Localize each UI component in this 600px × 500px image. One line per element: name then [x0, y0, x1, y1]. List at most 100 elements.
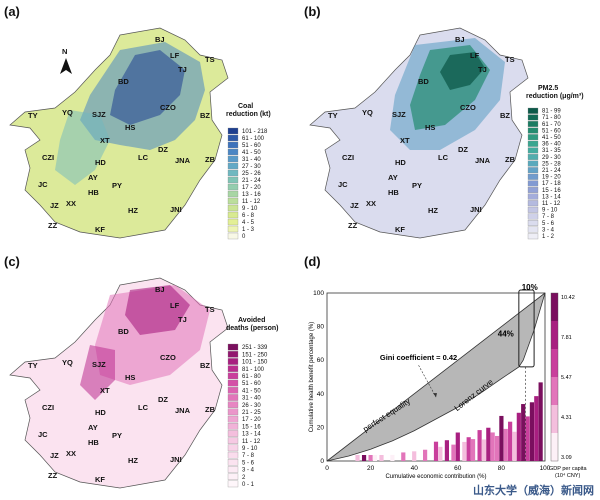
bar-mark — [372, 455, 378, 461]
legend-item-label: 1 - 3 — [242, 227, 255, 233]
top-10pct-box — [518, 289, 535, 368]
legend-swatch — [527, 127, 539, 134]
legend-item-label: 81 - 100 — [242, 367, 265, 373]
bar-mark — [361, 455, 367, 461]
bar-mark — [368, 455, 373, 461]
legend-swatch — [527, 226, 539, 233]
city-label-sjz: SJZ — [92, 360, 106, 369]
legend-swatch — [227, 232, 239, 240]
bar-mark — [466, 437, 471, 461]
legend-swatch — [227, 372, 239, 380]
colorbar-segment — [551, 405, 558, 434]
legend-item-label: 13 - 14 — [542, 194, 561, 200]
legend-item-label: 31 - 35 — [542, 148, 561, 154]
legend-swatch — [527, 206, 539, 213]
x-tick-label: 0 — [325, 465, 329, 472]
city-label-bz: BZ — [200, 111, 210, 120]
legend-swatch — [527, 107, 539, 114]
city-label-bj: BJ — [155, 35, 165, 44]
bar-mark — [490, 432, 495, 461]
colorbar-tick-label: 5.47 — [561, 375, 572, 381]
legend-item-label: 81 - 99 — [542, 109, 561, 115]
city-label-zz: ZZ — [48, 221, 58, 230]
city-label-jz: JZ — [50, 201, 59, 210]
city-label-bz: BZ — [200, 361, 210, 370]
legend-swatch — [227, 394, 239, 401]
bar-mark — [538, 382, 543, 461]
city-label-czi: CZI — [42, 153, 54, 162]
legend-swatch — [527, 220, 539, 226]
legend-item-label: 36 - 40 — [542, 142, 561, 148]
colorbar-unit: (10⁴ CNY) — [555, 472, 580, 479]
bar-mark — [444, 440, 449, 461]
city-label-hd: HD — [395, 158, 406, 167]
city-label-hb: HB — [88, 188, 99, 197]
city-label-xt: XT — [100, 136, 110, 145]
city-label-jni: JNI — [470, 205, 482, 214]
panel-d-lorenz-chart: (d) 0 20 40 60 80 100 0 20 40 60 80 100 Cumulative e… — [300, 250, 600, 500]
legend-subtitle: deaths (person) — [226, 325, 279, 332]
x-tick-label: 20 — [367, 465, 375, 472]
legend-swatch — [227, 134, 239, 142]
legend-item-label: 13 - 14 — [242, 432, 261, 438]
city-label-bd: BD — [418, 77, 429, 86]
legend-item-label: 3 - 4 — [542, 227, 555, 233]
legend-swatch — [527, 147, 539, 154]
legend-swatch — [527, 180, 539, 187]
city-label-hd: HD — [95, 408, 106, 417]
map-b-city-labels: BJ LF TS TJ BD TY YQ SJZ CZO HS BZ XT DZ CZI HD LC JNA ZB… — [328, 35, 516, 234]
x-tick-label: 80 — [498, 465, 506, 472]
legend-item-label: 7 - 8 — [242, 453, 255, 459]
legend-item-label: 17 - 20 — [242, 185, 261, 191]
legend-swatch — [527, 200, 539, 207]
legend-item-label: 11 - 12 — [542, 201, 561, 207]
legend-swatch — [227, 183, 239, 191]
colorbar-segment — [551, 293, 558, 322]
legend-swatch — [227, 351, 239, 358]
legend-title: Avoided — [238, 317, 265, 324]
city-label-py: PY — [112, 181, 122, 190]
colorbar-segment — [551, 349, 558, 378]
legend-swatch — [527, 233, 539, 240]
city-label-yq: YQ — [62, 108, 73, 117]
bar-mark — [486, 427, 491, 461]
map-b-zone-peak — [440, 52, 485, 90]
city-label-zz: ZZ — [48, 471, 58, 480]
city-label-kf: KF — [95, 475, 105, 484]
city-label-czo: CZO — [460, 103, 476, 112]
legend-swatch — [227, 218, 239, 226]
legend-swatch — [227, 148, 239, 156]
city-label-sjz: SJZ — [92, 110, 106, 119]
city-label-bj: BJ — [455, 35, 465, 44]
legend-item-label: 11 - 12 — [242, 199, 261, 205]
legend-swatch — [527, 140, 539, 147]
legend-item-label: 0 — [242, 234, 246, 240]
map-a-city-labels: BJ LF TS TJ BD TY YQ SJZ CZO HS BZ XT DZ CZI HD LC JNA ZB… — [28, 35, 216, 234]
city-label-zb: ZB — [205, 155, 216, 164]
city-label-xx: XX — [366, 199, 376, 208]
map-a-hotspot-peak — [110, 50, 185, 125]
city-label-dz: DZ — [458, 145, 468, 154]
legend-title: PM2.5 — [538, 85, 558, 92]
legend-swatch — [227, 343, 239, 351]
north-label: N — [62, 47, 67, 56]
y-tick-label: 0 — [320, 458, 324, 465]
legend-swatch — [527, 134, 539, 141]
city-label-sjz: SJZ — [392, 110, 406, 119]
colorbar-frame — [550, 292, 559, 462]
legend-item-label: 15 - 16 — [542, 188, 561, 194]
y-tick-label: 100 — [313, 290, 324, 297]
legend-swatch — [227, 437, 239, 444]
legend-swatch — [227, 415, 239, 423]
city-label-kf: KF — [395, 225, 405, 234]
city-label-xt: XT — [400, 136, 410, 145]
bar-mark — [508, 421, 513, 461]
legend-swatch — [527, 154, 539, 160]
legend-item-label: 21 - 25 — [242, 410, 261, 416]
legend-item-label: 15 - 16 — [242, 424, 261, 430]
panel-c-label: (c) — [4, 254, 20, 269]
bar-mark — [433, 441, 439, 461]
